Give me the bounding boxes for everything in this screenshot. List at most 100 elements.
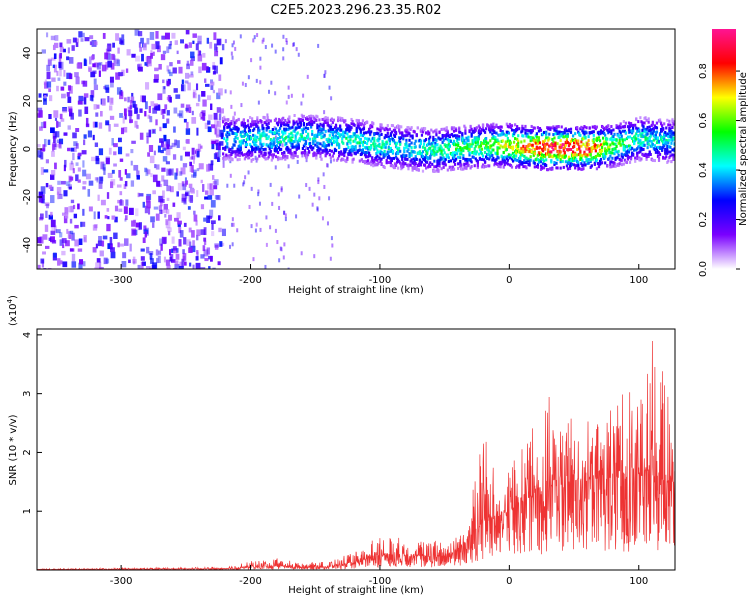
heatmap-cell [162,190,165,199]
heatmap-cell [556,132,559,136]
heatmap-cell [83,134,87,139]
heatmap-cell [464,157,467,161]
heatmap-cell [580,125,583,129]
heatmap-cell [311,132,314,136]
heatmap-cell [338,132,341,136]
heatmap-cell [136,175,140,180]
heatmap-cell [531,145,534,149]
heatmap-cell [511,151,515,155]
heatmap-cell [111,215,116,220]
heatmap-cell [155,213,160,221]
heatmap-cell [56,139,61,144]
heatmap-cell [413,130,416,134]
heatmap-cell [195,262,201,269]
heatmap-cell [312,140,315,144]
heatmap-cell [70,112,74,120]
heatmap-cell [336,127,340,131]
heatmap-cell [332,118,336,122]
heatmap-cell [587,161,590,165]
heatmap-cell [46,204,49,209]
heatmap-cell [277,192,280,197]
colorbar-tick-label: 0.2 [698,212,709,228]
heatmap-cell [556,142,559,146]
heatmap-cell [130,160,133,166]
heatmap-cell [192,240,195,248]
heatmap-cell [666,147,669,151]
heatmap-cell [566,132,570,136]
heatmap-cell [377,139,380,143]
heatmap-cell [323,149,326,153]
heatmap-cell [587,135,590,139]
heatmap-cell [339,152,342,156]
heatmap-cell [51,150,55,157]
heatmap-cell [239,130,242,134]
heatmap-cell [56,120,59,128]
heatmap-cell [618,136,621,140]
heatmap-cell [214,50,219,57]
heatmap-cell [495,131,498,135]
heatmap-cell [138,222,142,230]
heatmap-cell [672,133,675,137]
heatmap-cell [411,168,414,172]
heatmap-cell [550,150,553,154]
heatmap-cell [592,156,595,160]
heatmap-cell [237,117,240,121]
heatmap-cell [332,151,336,155]
heatmap-cell [107,243,111,250]
heatmap-cell [617,126,620,130]
heatmap-cell [152,107,158,114]
heatmap-cell [448,144,451,148]
heatmap-cell [349,150,352,154]
heatmap-cell [261,124,264,128]
heatmap-cell [669,123,672,127]
heatmap-cell [673,149,675,153]
heatmap-cell [338,154,341,158]
heatmap-cell [517,141,520,145]
heatmap-cell [643,143,646,147]
heatmap-cell [579,133,582,137]
heatmap-cell [172,247,178,254]
heatmap-cell [117,242,120,248]
heatmap-cell [56,85,59,92]
heatmap-cell [43,121,47,129]
heatmap-cell [320,157,323,161]
heatmap-cell [636,157,639,161]
heatmap-cell [597,165,601,169]
heatmap-cell [358,159,361,163]
heatmap-cell [269,149,272,153]
heatmap-cell [176,50,179,55]
heatmap-cell [651,158,654,162]
heatmap-cell [405,130,408,134]
heatmap-cell [336,136,340,140]
heatmap-cell [612,135,615,139]
heatmap-cell [374,143,377,147]
heatmap-cell [349,138,352,142]
heatmap-cell [299,117,302,121]
heatmap-cell [98,235,102,242]
heatmap-cell [330,142,333,146]
heatmap-cell [98,122,103,129]
heatmap-cell [623,129,626,133]
heatmap-cell [165,161,170,165]
heatmap-cell [598,153,602,157]
heatmap-cell [407,148,410,152]
heatmap-cell [126,173,131,179]
heatmap-cell [304,140,308,144]
heatmap-cell [510,124,514,128]
heatmap-cell [632,153,635,157]
heatmap-cell [465,136,468,140]
heatmap-cell [98,266,103,269]
heatmap-cell [594,156,597,160]
heatmap-cell [541,149,545,153]
heatmap-cell [525,166,528,170]
heatmap-cell [671,126,674,130]
heatmap-cell [140,248,145,252]
heatmap-cell [492,156,495,160]
heatmap-cell [54,42,59,49]
heatmap-cell [571,150,575,154]
heatmap-cell [176,140,180,148]
heatmap-cell [236,136,239,140]
heatmap-cell [296,122,299,126]
heatmap-cell [109,236,113,245]
heatmap-cell [420,127,424,131]
